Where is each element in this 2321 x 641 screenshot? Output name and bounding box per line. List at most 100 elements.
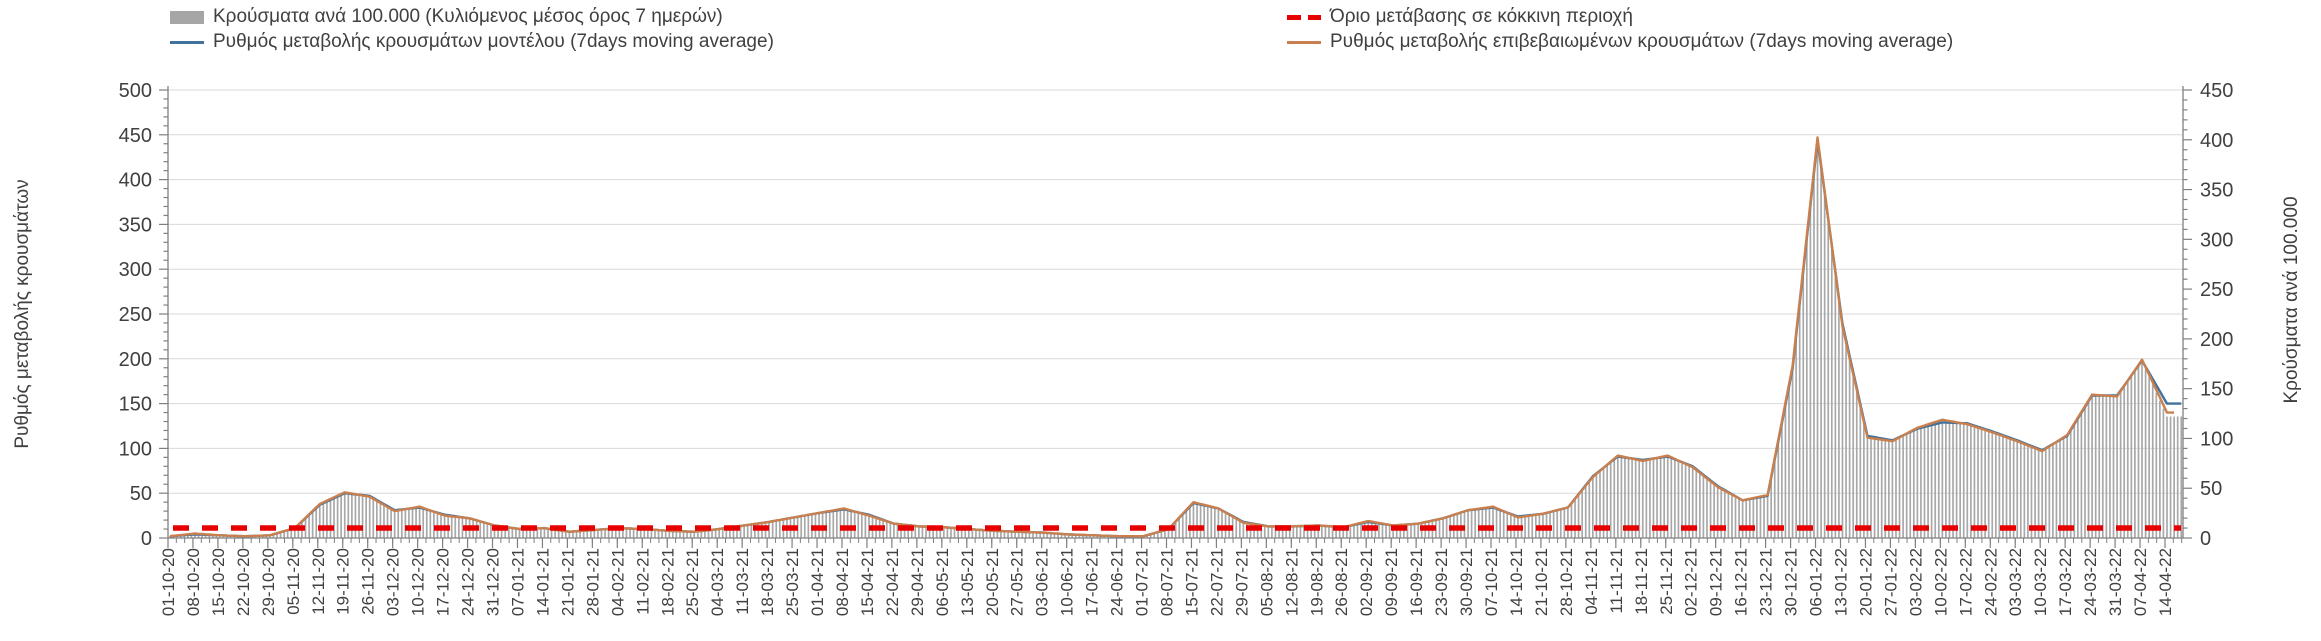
right-axis-tick-label: 0 <box>2200 528 2211 550</box>
red-dash-swatch-icon <box>1287 14 1321 20</box>
right-axis-tick-label: 350 <box>2200 180 2233 202</box>
rate-lines-series <box>169 136 2182 538</box>
x-axis-date-label: 24-03-22 <box>2081 548 2100 616</box>
legend-label-model-line: Ρυθμός μεταβολής κρουσμάτων μοντέλου (7d… <box>213 31 774 52</box>
orange-line-swatch-icon <box>1287 40 1321 44</box>
x-axis-date-label: 15-04-21 <box>858 548 877 616</box>
right-axis-tick-label: 200 <box>2200 329 2233 351</box>
x-axis-date-label: 24-12-20 <box>459 548 478 616</box>
x-axis-date-label: 08-07-21 <box>1158 548 1177 616</box>
x-axis-date-label: 28-01-21 <box>583 548 602 616</box>
x-axis-date-label: 01-07-21 <box>1133 548 1152 616</box>
left-axis-tick-label: 150 <box>119 394 152 416</box>
x-axis-date-label: 18-02-21 <box>658 548 677 616</box>
x-axis-date-label: 18-11-21 <box>1632 548 1651 615</box>
x-axis-date-label: 17-12-20 <box>434 548 453 616</box>
x-axis-date-label: 21-01-21 <box>558 548 577 616</box>
x-axis-date-label: 22-04-21 <box>883 548 902 616</box>
x-axis-date-label: 02-09-21 <box>1357 548 1376 616</box>
x-axis-date-label: 28-10-21 <box>1557 548 1576 616</box>
x-axis-date-label: 06-05-21 <box>933 548 952 616</box>
x-axis-date-label: 06-01-22 <box>1807 548 1826 616</box>
x-axis-date-label: 25-11-21 <box>1657 548 1676 615</box>
x-axis-date-label: 18-03-21 <box>758 548 777 616</box>
bar-swatch-icon <box>170 10 204 24</box>
legend-item-threshold: Όριο μετάβασης σε κόκκινη περιοχή <box>1287 6 1633 28</box>
left-axis-tick-label: 0 <box>141 528 152 550</box>
x-axis-date-label: 21-10-21 <box>1532 548 1551 616</box>
x-axis-date-label: 04-03-21 <box>708 548 727 616</box>
x-axis-date-label: 07-10-21 <box>1482 548 1501 616</box>
x-axis-date-label: 24-02-22 <box>1981 548 2000 616</box>
x-axis-date-label: 12-11-20 <box>309 548 328 615</box>
x-axis-date-label: 22-07-21 <box>1207 548 1226 616</box>
x-axis-date-label: 07-01-21 <box>509 548 528 616</box>
x-axis-date-label: 19-11-20 <box>334 548 353 615</box>
x-axis-date-label: 01-10-20 <box>159 548 178 616</box>
x-axis-date-label: 24-06-21 <box>1108 548 1127 616</box>
x-axis-date-label: 11-02-21 <box>633 548 652 615</box>
x-axis-date-label: 31-12-20 <box>484 548 503 616</box>
x-axis-date-label: 04-02-21 <box>608 548 627 616</box>
legend-label-confirmed-line: Ρυθμός μεταβολής επιβεβαιωμένων κρουσμάτ… <box>1330 31 1954 52</box>
x-axis-date-label: 29-07-21 <box>1232 548 1251 616</box>
left-axis-tick-label: 400 <box>119 170 152 192</box>
x-axis-date-label: 14-01-21 <box>533 548 552 616</box>
axes-and-ticks <box>159 86 2192 548</box>
x-axis-date-label: 27-05-21 <box>1008 548 1027 616</box>
x-axis-date-label: 16-09-21 <box>1407 548 1426 616</box>
x-axis-date-label: 07-04-22 <box>2131 548 2150 616</box>
right-axis-title: Κρούσματα ανά 100.000 <box>2281 196 2302 403</box>
x-axis-date-label: 09-12-21 <box>1707 548 1726 616</box>
x-axis-date-label: 13-05-21 <box>958 548 977 616</box>
x-axis-date-label: 19-08-21 <box>1307 548 1326 616</box>
x-axis-date-label: 10-12-20 <box>409 548 428 616</box>
x-axis-date-label: 01-04-21 <box>808 548 827 616</box>
x-axis-date-label: 30-09-21 <box>1457 548 1476 616</box>
x-axis-date-label: 03-03-22 <box>2006 548 2025 616</box>
x-axis-date-label: 03-02-22 <box>1906 548 1925 616</box>
tick-labels: 0 50 100 150 200 250 300 350 400 450 500 0 50 100 150 2… <box>119 80 2234 616</box>
right-axis-tick-label: 150 <box>2200 379 2233 401</box>
gridlines <box>168 89 2183 494</box>
x-axis-date-label: 10-03-22 <box>2031 548 2050 616</box>
x-axis-date-label: 15-10-20 <box>209 548 228 616</box>
right-axis-tick-label: 400 <box>2200 130 2233 152</box>
right-axis-tick-label: 250 <box>2200 279 2233 301</box>
x-axis-date-label: 15-07-21 <box>1183 548 1202 616</box>
x-axis-date-label: 30-12-21 <box>1782 548 1801 616</box>
right-axis-tick-label: 300 <box>2200 229 2233 251</box>
x-axis-date-label: 20-01-22 <box>1856 548 1875 616</box>
legend-item-confirmed-line: Ρυθμός μεταβολής επιβεβαιωμένων κρουσμάτ… <box>1287 31 1953 53</box>
legend-item-model-line: Ρυθμός μεταβολής κρουσμάτων μοντέλου (7d… <box>170 31 774 53</box>
x-axis-date-label: 23-09-21 <box>1432 548 1451 616</box>
x-axis-date-label: 26-08-21 <box>1332 548 1351 616</box>
x-axis-date-label: 29-10-20 <box>259 548 278 616</box>
left-axis-tick-label: 500 <box>119 80 152 102</box>
x-axis-date-label: 25-02-21 <box>683 548 702 616</box>
x-axis-date-label: 03-06-21 <box>1033 548 1052 616</box>
legend-item-cases-bars: Κρούσματα ανά 100.000 (Κυλιόμενος μέσος … <box>170 6 723 28</box>
x-axis-date-label: 14-04-22 <box>2156 548 2175 616</box>
left-axis-tick-label: 300 <box>119 259 152 281</box>
x-axis-date-label: 08-10-20 <box>184 548 203 616</box>
x-axis-date-label: 26-11-20 <box>359 548 378 615</box>
x-axis-date-label: 22-10-20 <box>234 548 253 616</box>
right-axis-tick-label: 50 <box>2200 478 2222 500</box>
cases-bars-series <box>169 139 2183 538</box>
x-axis-date-label: 10-02-22 <box>1931 548 1950 616</box>
x-axis-date-label: 17-03-22 <box>2056 548 2075 616</box>
x-axis-date-label: 31-03-22 <box>2106 548 2125 616</box>
left-axis-tick-label: 350 <box>119 214 152 236</box>
x-axis-date-label: 08-04-21 <box>833 548 852 616</box>
left-axis-tick-label: 200 <box>119 349 152 371</box>
x-axis-date-label: 17-06-21 <box>1083 548 1102 616</box>
x-axis-date-label: 11-11-21 <box>1607 548 1626 614</box>
x-axis-date-label: 05-11-20 <box>284 548 303 615</box>
x-axis-date-label: 25-03-21 <box>783 548 802 616</box>
left-axis-title: Ρυθμός μεταβολής κρουσμάτων <box>12 179 33 448</box>
x-axis-date-label: 04-11-21 <box>1582 548 1601 615</box>
x-axis-date-label: 23-12-21 <box>1757 548 1776 616</box>
